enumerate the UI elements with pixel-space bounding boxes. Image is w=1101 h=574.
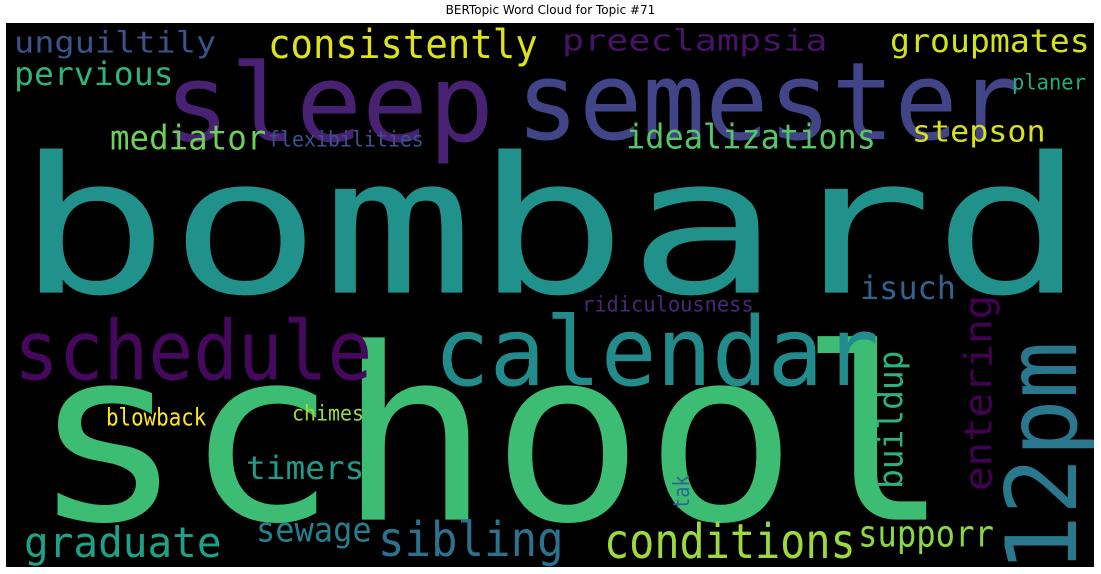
word-idealizations: idealizations [626,117,877,157]
word-sewage: sewage [256,510,372,550]
word-pervious: pervious [14,56,174,93]
word-planer: planer [1012,69,1086,95]
word-school: school [31,298,951,567]
word-unguiltily: unguiltily [14,25,217,60]
word-chimes: chimes [292,400,364,426]
word-sleep: sleep [164,41,495,168]
word-cloud-canvas: bombard school sleep semester calendar schedu… [6,23,1094,567]
word-timers: timers [246,450,365,487]
word-sibling: sibling [378,511,564,567]
word-schedule: schedule [14,303,373,400]
word-blowback: blowback [106,404,207,432]
word-preeclampsia: preeclampsia [562,23,828,58]
word-consistently: consistently [268,23,538,68]
word-calendar: calendar [434,297,879,409]
word-isuch: isuch [860,270,956,307]
word-groupmates: groupmates [890,23,1090,60]
word-bombard: bombard [16,116,1086,339]
word-tak: tak [670,475,695,509]
word-graduate: graduate [24,518,222,567]
word-conditions: conditions [604,513,856,567]
word-mediator: mediator [110,118,267,158]
word-12pm: 12pm [985,341,1094,567]
word-semester: semester [516,39,1021,166]
chart-title: BERTopic Word Cloud for Topic #71 [445,3,656,17]
word-stepson: stepson [912,114,1046,149]
word-supporr: supporr [858,513,994,556]
word-entering: entering [957,294,1001,491]
word-flexibilities: flexibilities [268,126,424,152]
word-ridiculousness: ridiculousness [582,291,754,317]
word-buildup: buildup [872,350,911,489]
